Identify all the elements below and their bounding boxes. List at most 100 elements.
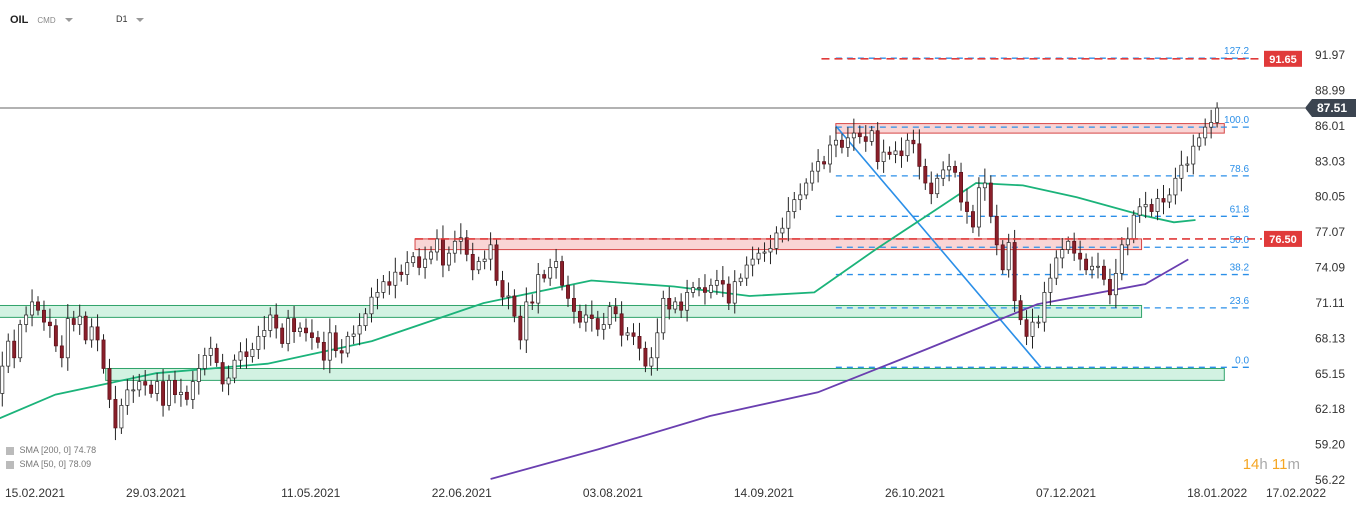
candle-body bbox=[768, 248, 773, 253]
candle-body bbox=[125, 389, 130, 406]
candle-body bbox=[405, 262, 410, 275]
price-level-label: 76.50 bbox=[1269, 234, 1297, 246]
candle-body bbox=[554, 261, 559, 268]
indicator-value: 74.78 bbox=[73, 445, 97, 455]
candle-body bbox=[643, 347, 648, 367]
sma-50-line bbox=[0, 182, 1196, 420]
candle-body bbox=[30, 301, 35, 316]
candle-body bbox=[89, 326, 94, 341]
y-tick-label: 86.01 bbox=[1315, 119, 1345, 133]
fib-level-label: 100.0 bbox=[1224, 115, 1249, 126]
candle-body bbox=[661, 297, 666, 334]
candle-body bbox=[446, 252, 451, 266]
candle-body bbox=[268, 314, 273, 331]
x-tick-label: 18.01.2022 bbox=[1187, 486, 1247, 500]
candle-body bbox=[1090, 265, 1094, 271]
y-tick-label: 65.15 bbox=[1315, 367, 1345, 381]
candle-body bbox=[292, 318, 297, 332]
candle-body bbox=[607, 306, 612, 325]
candle-body bbox=[351, 333, 356, 337]
candle-body bbox=[381, 281, 386, 293]
candle-body bbox=[143, 381, 148, 386]
candle-body bbox=[190, 381, 195, 400]
candle-body bbox=[583, 314, 588, 323]
candle-body bbox=[1018, 300, 1023, 321]
candle-body bbox=[970, 211, 975, 228]
candle-body bbox=[673, 301, 678, 310]
candle-body bbox=[304, 327, 308, 334]
candle-body bbox=[321, 341, 326, 361]
candle-body bbox=[482, 258, 487, 262]
candle-body bbox=[327, 332, 332, 361]
indicator-legend-sma200[interactable]: SMA [200, 0] 74.78 bbox=[6, 445, 96, 455]
x-tick-label: 07.12.2021 bbox=[1036, 486, 1096, 500]
candle-body bbox=[1125, 238, 1130, 246]
candle-body bbox=[756, 252, 761, 260]
candle-body bbox=[566, 284, 570, 299]
candle-body bbox=[36, 301, 40, 311]
candle-body bbox=[845, 137, 850, 148]
timer-minutes: 11 bbox=[1271, 456, 1288, 473]
candle-body bbox=[470, 254, 475, 271]
candle-body bbox=[595, 318, 600, 330]
candle-body bbox=[708, 284, 713, 293]
candle-body bbox=[935, 177, 940, 195]
candle-body bbox=[429, 251, 433, 260]
candle-body bbox=[1167, 194, 1172, 203]
candle-body bbox=[0, 365, 5, 394]
candle-body bbox=[83, 315, 88, 341]
y-tick-label: 83.03 bbox=[1315, 154, 1345, 168]
candle-body bbox=[1102, 265, 1106, 280]
candle-body bbox=[947, 166, 952, 171]
candle-body bbox=[464, 237, 469, 255]
candle-body bbox=[726, 283, 731, 304]
candle-body bbox=[887, 151, 892, 155]
candle-body bbox=[679, 301, 684, 311]
candle-body bbox=[1030, 321, 1035, 337]
candle-body bbox=[738, 277, 743, 283]
timeframe-selector[interactable]: D1 bbox=[116, 14, 145, 24]
candle-body bbox=[601, 324, 606, 330]
candle-body bbox=[691, 287, 696, 293]
symbol-selector[interactable]: OIL CMD bbox=[10, 14, 73, 26]
candle-body bbox=[589, 314, 594, 319]
candle-body bbox=[988, 182, 993, 217]
candle-body bbox=[714, 280, 719, 286]
candle-body bbox=[1084, 258, 1089, 271]
price-zones bbox=[0, 123, 1225, 381]
current-price-tag bbox=[1305, 99, 1356, 118]
candle-body bbox=[119, 404, 124, 429]
trend-line bbox=[835, 125, 1042, 368]
candle-body bbox=[1036, 321, 1041, 324]
timer-h: h bbox=[1259, 456, 1268, 473]
indicator-legend-sma50[interactable]: SMA [50, 0] 78.09 bbox=[6, 459, 91, 469]
candle-body bbox=[560, 261, 565, 286]
price-level-tag bbox=[1264, 230, 1302, 247]
candle-body bbox=[53, 325, 58, 347]
candle-body bbox=[1209, 122, 1214, 128]
x-tick-label: 17.02.2022 bbox=[1266, 486, 1326, 500]
symbol-name: OIL bbox=[10, 14, 29, 26]
zone-support bbox=[0, 304, 1143, 318]
candle-body bbox=[184, 391, 189, 400]
candle-body bbox=[572, 297, 576, 312]
candle-body bbox=[1137, 206, 1142, 216]
candle-body bbox=[441, 238, 445, 266]
candle-body bbox=[685, 292, 690, 311]
candle-body bbox=[6, 340, 11, 367]
candle-body bbox=[12, 340, 17, 359]
candle-body bbox=[1179, 164, 1184, 179]
candle-body bbox=[357, 325, 362, 335]
candle-body bbox=[178, 391, 183, 395]
candle-body bbox=[804, 182, 809, 196]
candle-body bbox=[24, 314, 29, 325]
candle-body bbox=[1191, 145, 1196, 165]
timeframe-label: D1 bbox=[116, 14, 128, 24]
candle-body bbox=[232, 359, 237, 379]
candle-body bbox=[780, 227, 785, 234]
zone-resistance bbox=[835, 123, 1225, 134]
candle-body bbox=[262, 330, 267, 337]
x-tick-label: 14.09.2021 bbox=[734, 486, 794, 500]
y-tick-label: 56.22 bbox=[1315, 473, 1345, 487]
